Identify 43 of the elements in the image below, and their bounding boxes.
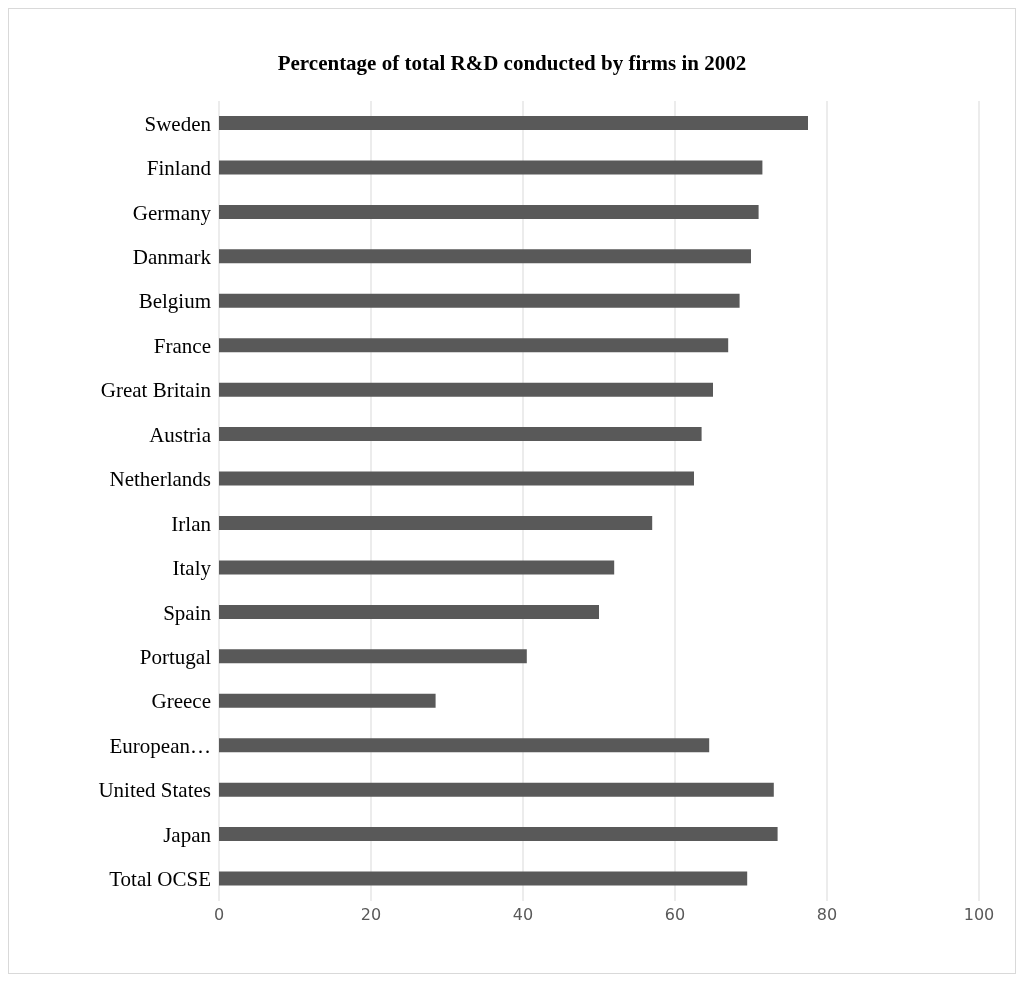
x-tick-label: 20 — [360, 905, 382, 925]
y-tick-label: Germany — [132, 200, 212, 225]
bar — [219, 338, 729, 353]
y-tick-label: European… — [109, 733, 211, 758]
y-tick-label: Italy — [172, 556, 212, 581]
bar — [219, 693, 436, 708]
y-tick-label: Finland — [146, 156, 212, 181]
x-tick-label: 60 — [664, 905, 686, 925]
x-tick-label: 100 — [963, 905, 995, 925]
bar — [219, 116, 808, 130]
y-tick-label: Greece — [151, 689, 211, 714]
y-tick-label: Irlan — [171, 511, 212, 536]
bar — [219, 738, 710, 753]
bar — [219, 649, 527, 664]
y-tick-label: United States — [98, 778, 211, 803]
y-tick-label: Spain — [163, 600, 212, 625]
y-tick-label: Great Britain — [100, 378, 212, 403]
x-tick-label: 40 — [512, 905, 534, 925]
bar — [219, 160, 763, 175]
y-tick-label: Austria — [149, 422, 212, 447]
x-tick-label: 0 — [213, 905, 225, 925]
bar — [219, 560, 615, 575]
y-tick-label: France — [153, 333, 211, 358]
bar — [219, 827, 778, 842]
bar — [219, 782, 774, 797]
bar — [219, 471, 694, 486]
y-tick-label: Danmark — [132, 245, 212, 270]
y-tick-label: Total OCSE — [109, 867, 211, 892]
bar — [219, 604, 599, 619]
bar — [219, 871, 748, 886]
bar — [219, 427, 702, 442]
bar — [219, 249, 751, 264]
y-tick-label: Belgium — [138, 289, 211, 314]
y-tick-label: Netherlands — [109, 467, 211, 492]
y-tick-label: Japan — [163, 822, 212, 847]
x-tick-label: 80 — [816, 905, 838, 925]
bar — [219, 204, 759, 219]
bar — [219, 293, 740, 308]
y-tick-label: Sweden — [144, 111, 212, 136]
y-tick-label: Portugal — [139, 645, 212, 670]
bar — [219, 516, 653, 530]
bar — [219, 382, 713, 397]
chart-title: Percentage of total R&D conducted by firms in 2002 — [276, 51, 748, 77]
